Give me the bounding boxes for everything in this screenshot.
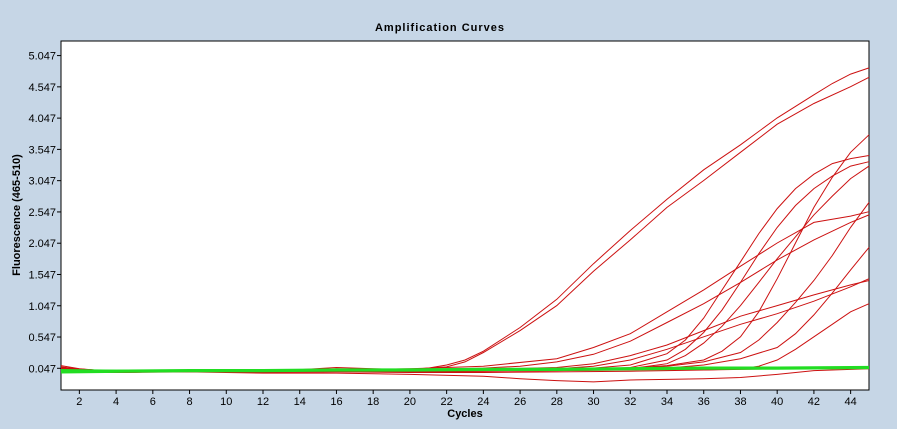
x-axis-label: Cycles <box>447 408 482 420</box>
series-group <box>60 67 870 383</box>
x-tick-label: 38 <box>734 396 746 408</box>
y-tick-label: 4.547 <box>28 82 56 94</box>
x-tick-label: 6 <box>150 396 156 408</box>
x-tick-label: 4 <box>113 396 119 408</box>
x-tick-label: 30 <box>587 396 599 408</box>
x-tick-label: 18 <box>367 396 379 408</box>
x-tick-label: 34 <box>661 396 673 408</box>
chart-title: Amplification Curves <box>375 22 505 34</box>
x-tick-label: 40 <box>771 396 783 408</box>
y-tick-label: 2.547 <box>28 207 56 219</box>
y-tick-label: 3.047 <box>28 176 56 188</box>
series-line-14 <box>60 368 870 383</box>
x-tick-label: 36 <box>698 396 710 408</box>
y-axis-label: Fluorescence (465-510) <box>11 154 23 276</box>
x-tick-label: 32 <box>624 396 636 408</box>
y-tick-label: 0.047 <box>28 363 56 375</box>
x-tick-label: 24 <box>477 396 489 408</box>
x-tick-label: 42 <box>808 396 820 408</box>
x-tick-label: 22 <box>441 396 453 408</box>
series-line-13 <box>60 303 870 374</box>
x-axis: 2 4 6 8 10 12 14 16 18 20 22 24 26 28 30 32 34 36 38 40 42 44 <box>76 390 857 408</box>
x-tick-label: 14 <box>294 396 306 408</box>
x-tick-label: 20 <box>404 396 416 408</box>
y-tick-label: 1.547 <box>28 269 56 281</box>
y-tick-label: 5.047 <box>28 51 56 63</box>
y-tick-label: 3.547 <box>28 144 56 156</box>
x-tick-label: 26 <box>514 396 526 408</box>
x-tick-label: 12 <box>257 396 269 408</box>
y-tick-label: 1.047 <box>28 301 56 313</box>
x-tick-label: 28 <box>551 396 563 408</box>
y-tick-label: 0.547 <box>28 332 56 344</box>
y-tick-label: 4.047 <box>28 113 56 125</box>
series-line-19 <box>61 366 869 372</box>
y-tick-label: 2.047 <box>28 238 56 250</box>
x-tick-label: 44 <box>845 396 857 408</box>
x-tick-label: 8 <box>186 396 192 408</box>
x-tick-label: 10 <box>220 396 232 408</box>
x-tick-label: 16 <box>330 396 342 408</box>
plot-area <box>60 40 870 391</box>
y-axis: 0.047 0.547 1.047 1.547 2.047 2.547 3.047 3.547… <box>28 51 61 375</box>
x-tick-label: 2 <box>76 396 82 408</box>
